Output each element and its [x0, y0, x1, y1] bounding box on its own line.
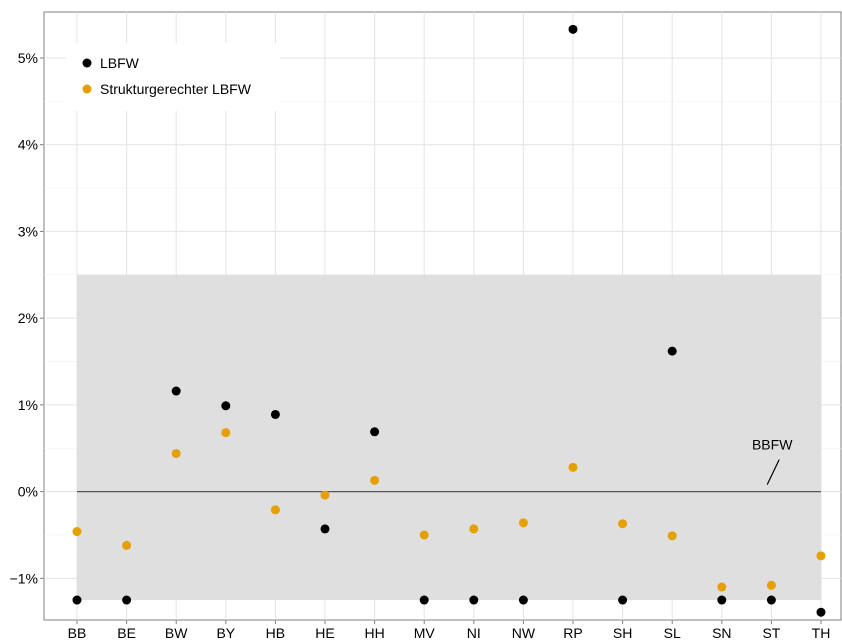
- x-tick-label: NW: [512, 625, 536, 640]
- x-tick-label: SL: [664, 625, 681, 640]
- x-tick-label: BY: [216, 625, 235, 640]
- x-tick-label: TH: [812, 625, 831, 640]
- x-tick-label: HE: [315, 625, 334, 640]
- x-tick-label: HH: [364, 625, 384, 640]
- data-point-strukturgerechter-lbfw-ni: [469, 524, 479, 534]
- legend-box: [66, 43, 280, 111]
- data-point-lbfw-he: [320, 524, 330, 534]
- legend-label-strukturgerechter-lbfw: Strukturgerechter LBFW: [100, 81, 252, 97]
- data-point-strukturgerechter-lbfw-bb: [72, 527, 82, 537]
- x-tick-label: BE: [117, 625, 136, 640]
- data-point-strukturgerechter-lbfw-by: [221, 428, 231, 438]
- legend-marker-strukturgerechter-lbfw: [82, 84, 92, 94]
- data-point-strukturgerechter-lbfw-st: [766, 580, 776, 590]
- shaded-band: [77, 274, 821, 601]
- data-point-lbfw-hb: [270, 409, 280, 419]
- data-point-lbfw-ni: [469, 595, 479, 605]
- y-tick-label: 5%: [18, 50, 38, 66]
- data-point-lbfw-st: [766, 595, 776, 605]
- data-point-lbfw-mv: [419, 595, 429, 605]
- data-point-strukturgerechter-lbfw-he: [320, 490, 330, 500]
- x-tick-label: MV: [414, 625, 436, 640]
- reference-label-leader: [766, 459, 780, 485]
- data-point-lbfw-nw: [518, 595, 528, 605]
- x-tick-label: NI: [467, 625, 481, 640]
- data-point-strukturgerechter-lbfw-sh: [618, 519, 628, 529]
- reference-line-label: BBFW: [752, 437, 793, 453]
- x-tick-label: ST: [762, 625, 780, 640]
- data-point-strukturgerechter-lbfw-hh: [370, 475, 380, 485]
- data-point-strukturgerechter-lbfw-bw: [171, 448, 181, 458]
- data-point-strukturgerechter-lbfw-sn: [717, 582, 727, 592]
- x-tick-label: BW: [165, 625, 188, 640]
- x-tick-label: BB: [68, 625, 87, 640]
- x-tick-label: SH: [613, 625, 632, 640]
- data-point-strukturgerechter-lbfw-rp: [568, 462, 578, 472]
- data-point-lbfw-rp: [568, 24, 578, 34]
- data-point-lbfw-th: [816, 607, 826, 617]
- data-point-lbfw-be: [122, 595, 132, 605]
- data-point-strukturgerechter-lbfw-be: [122, 540, 132, 550]
- data-point-strukturgerechter-lbfw-hb: [270, 505, 280, 515]
- y-tick-label: 0%: [18, 484, 38, 500]
- data-point-lbfw-sn: [717, 595, 727, 605]
- data-point-strukturgerechter-lbfw-nw: [518, 518, 528, 528]
- y-tick-label: 4%: [18, 137, 38, 153]
- data-point-lbfw-sh: [618, 595, 628, 605]
- data-point-lbfw-by: [221, 401, 231, 411]
- legend: LBFW Strukturgerechter LBFW: [66, 43, 280, 111]
- data-point-strukturgerechter-lbfw-mv: [419, 530, 429, 540]
- legend-marker-lbfw: [82, 58, 92, 68]
- y-tick-label: 1%: [18, 397, 38, 413]
- data-point-strukturgerechter-lbfw-th: [816, 551, 826, 561]
- data-point-lbfw-hh: [370, 427, 380, 437]
- y-tick-label: 2%: [18, 310, 38, 326]
- x-tick-label: RP: [563, 625, 582, 640]
- data-point-lbfw-bw: [171, 386, 181, 396]
- data-point-lbfw-sl: [667, 346, 677, 356]
- x-tick-label: HB: [266, 625, 285, 640]
- y-tick-label: −1%: [10, 570, 38, 586]
- y-tick-label: 3%: [18, 223, 38, 239]
- x-tick-label: SN: [712, 625, 731, 640]
- legend-label-lbfw: LBFW: [100, 55, 140, 71]
- data-point-lbfw-bb: [72, 595, 82, 605]
- data-point-strukturgerechter-lbfw-sl: [667, 531, 677, 541]
